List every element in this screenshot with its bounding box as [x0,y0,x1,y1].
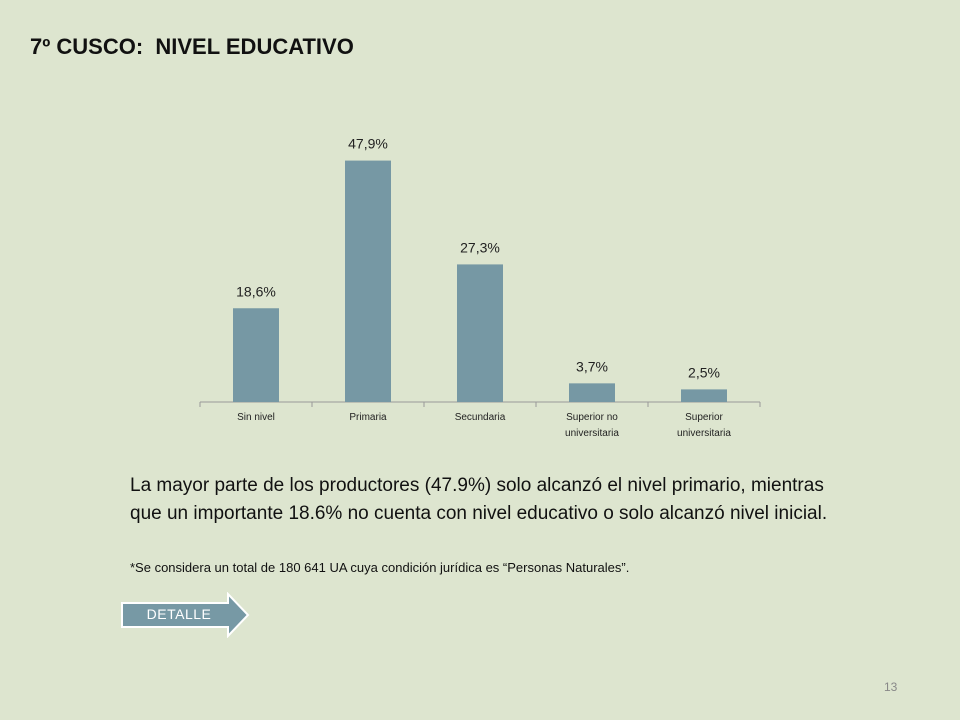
footnote: *Se considera un total de 180 641 UA cuy… [130,560,630,575]
bar-value-label: 3,7% [576,358,608,374]
bar-chart: 18,6% Sin nivel 47,9% Primaria 27,3% Secundar… [199,136,761,439]
bar-value-label: 18,6% [236,283,276,299]
summary-text: La mayor parte de los productores (47.9%… [130,475,828,524]
bar [457,264,503,402]
bar [569,383,615,402]
bar [233,308,279,402]
bar-value-label: 2,5% [688,364,720,380]
arrow-right-icon [121,592,250,638]
bar [345,160,391,402]
bar-value-label: 27,3% [460,239,500,255]
detalle-button-label: DETALLE [146,606,212,622]
category-label: universitaria [565,428,619,439]
page-number: 13 [884,680,898,694]
category-label: universitaria [677,428,731,439]
bar [681,389,727,402]
category-label: Primaria [349,412,387,423]
category-label: Secundaria [455,412,506,423]
bar-value-label: 47,9% [348,136,388,152]
category-label: Superior no [566,412,618,423]
detalle-button[interactable]: DETALLE [120,592,250,638]
category-label: Superior [685,412,723,423]
category-label: Sin nivel [237,412,275,423]
page-title: 7º CUSCO: NIVEL EDUCATIVO [30,34,354,59]
